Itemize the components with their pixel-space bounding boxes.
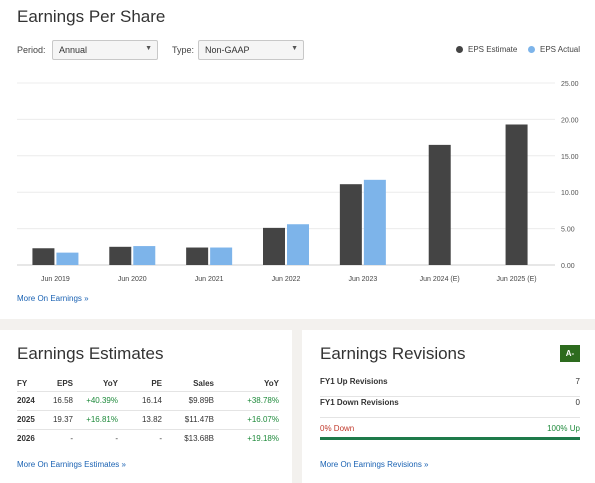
more-on-revisions-link[interactable]: More On Earnings Revisions »: [320, 460, 429, 469]
x-tick-label: Jun 2023: [348, 276, 377, 283]
bar-eps-estimate[interactable]: [186, 247, 209, 265]
cell-pe: 13.82: [118, 409, 162, 429]
revisions-title: Earnings Revisions: [320, 344, 466, 363]
type-select-value: Non-GAAP: [205, 45, 250, 55]
cell-eps-yoy: -: [73, 428, 118, 448]
legend-estimate-dot-icon: [456, 46, 463, 53]
y-tick-label: 25.00: [561, 81, 579, 88]
bar-eps-actual[interactable]: [56, 252, 79, 265]
x-tick-label: Jun 2021: [195, 276, 224, 283]
estimates-table: FY EPS YoY PE Sales YoY 2024 16.58 +40.3…: [17, 377, 279, 448]
legend-estimate[interactable]: EPS Estimate: [456, 45, 517, 54]
up-revisions-row: FY1 Up Revisions 7: [320, 377, 580, 397]
cell-sales: $9.89B: [162, 390, 214, 410]
bar-eps-estimate[interactable]: [339, 184, 362, 265]
col-pe: PE: [151, 379, 162, 389]
cell-eps: -: [43, 428, 73, 448]
x-tick-label: Jun 2020: [118, 276, 147, 283]
cell-fy: 2024: [17, 390, 43, 410]
down-revisions-row: FY1 Down Revisions 0: [320, 398, 580, 418]
cell-fy: 2025: [17, 409, 43, 429]
col-eps: EPS: [56, 379, 73, 389]
earnings-revisions-card: Earnings Revisions More On Earnings Revi…: [302, 330, 595, 483]
eps-chart: 0.00 5.00 10.00 15.00 20.00 25.00 Jun 2019 Jun …: [17, 81, 579, 283]
x-tick-label: Jun 2019: [41, 276, 70, 283]
cell-eps: 16.58: [43, 390, 73, 410]
bar-eps-actual[interactable]: [133, 246, 156, 265]
period-select[interactable]: Annual ▼: [52, 40, 158, 60]
up-revisions-value: 7: [575, 377, 580, 386]
up-revisions-label: FY1 Up Revisions: [320, 377, 388, 386]
table-row: 2025 19.37 +16.81% 13.82 $11.47B +16.07%: [17, 409, 279, 429]
cell-pe: 16.14: [118, 390, 162, 410]
cell-fy: 2026: [17, 428, 43, 448]
revisions-grade-badge: A-: [560, 345, 580, 362]
up-pct-label: 100% Up: [547, 424, 580, 433]
legend-actual-dot-icon: [528, 46, 535, 53]
estimates-title: Earnings Estimates: [17, 344, 164, 363]
period-label: Period:: [17, 45, 46, 55]
period-select-value: Annual: [59, 45, 88, 55]
down-pct-label: 0% Down: [320, 424, 355, 433]
type-label: Type:: [172, 45, 195, 55]
y-tick-label: 5.00: [561, 227, 575, 234]
y-tick-label: 20.00: [561, 117, 579, 124]
y-tick-label: 0.00: [561, 263, 575, 270]
cell-pe: -: [118, 428, 162, 448]
x-tick-label: Jun 2025 (E): [497, 276, 537, 283]
bar-eps-estimate[interactable]: [505, 124, 528, 265]
down-revisions-label: FY1 Down Revisions: [320, 398, 399, 407]
x-tick-label: Jun 2024 (E): [420, 276, 460, 283]
col-fy: FY: [17, 379, 28, 389]
cell-eps-yoy: +16.81%: [73, 409, 118, 429]
bar-eps-estimate[interactable]: [428, 144, 451, 265]
col-sales-yoy: YoY: [264, 379, 279, 389]
legend-estimate-label: EPS Estimate: [468, 45, 518, 54]
x-tick-label: Jun 2022: [272, 276, 301, 283]
bar-eps-estimate[interactable]: [32, 248, 55, 265]
bar-eps-actual[interactable]: [287, 224, 309, 265]
col-eps-yoy: YoY: [103, 379, 118, 389]
legend-actual[interactable]: EPS Actual: [528, 45, 580, 54]
estimates-header-row: FY EPS YoY PE Sales YoY: [17, 377, 279, 391]
cell-sales-yoy: +16.07%: [214, 409, 279, 429]
bar-eps-estimate[interactable]: [109, 246, 132, 265]
table-row: 2026 - - - $13.68B +19.18%: [17, 428, 279, 448]
bar-eps-estimate[interactable]: [263, 227, 285, 265]
eps-card: Earnings Per Share Period: Annual ▼ Type…: [0, 0, 595, 319]
down-revisions-value: 0: [575, 398, 580, 407]
bar-eps-actual[interactable]: [210, 247, 233, 265]
eps-title: Earnings Per Share: [17, 7, 166, 26]
y-tick-label: 15.00: [561, 154, 579, 161]
legend-actual-label: EPS Actual: [540, 45, 581, 54]
table-row: 2024 16.58 +40.39% 16.14 $9.89B +38.78%: [17, 390, 279, 410]
cell-sales-yoy: +19.18%: [214, 428, 279, 448]
cell-sales: $11.47B: [162, 409, 214, 429]
bar-eps-actual[interactable]: [363, 179, 386, 265]
cell-sales-yoy: +38.78%: [214, 390, 279, 410]
cell-sales: $13.68B: [162, 428, 214, 448]
cell-eps: 19.37: [43, 409, 73, 429]
more-on-earnings-link[interactable]: More On Earnings »: [17, 294, 89, 303]
more-on-estimates-link[interactable]: More On Earnings Estimates »: [17, 460, 126, 469]
col-sales: Sales: [193, 379, 214, 389]
cell-eps-yoy: +40.39%: [73, 390, 118, 410]
revisions-ratio-bar: [320, 437, 580, 440]
revisions-pct-row: 0% Down 100% Up: [320, 424, 580, 433]
chevron-down-icon: ▼: [291, 45, 298, 52]
chevron-down-icon: ▼: [145, 45, 152, 52]
type-select[interactable]: Non-GAAP ▼: [198, 40, 304, 60]
y-tick-label: 10.00: [561, 190, 579, 197]
